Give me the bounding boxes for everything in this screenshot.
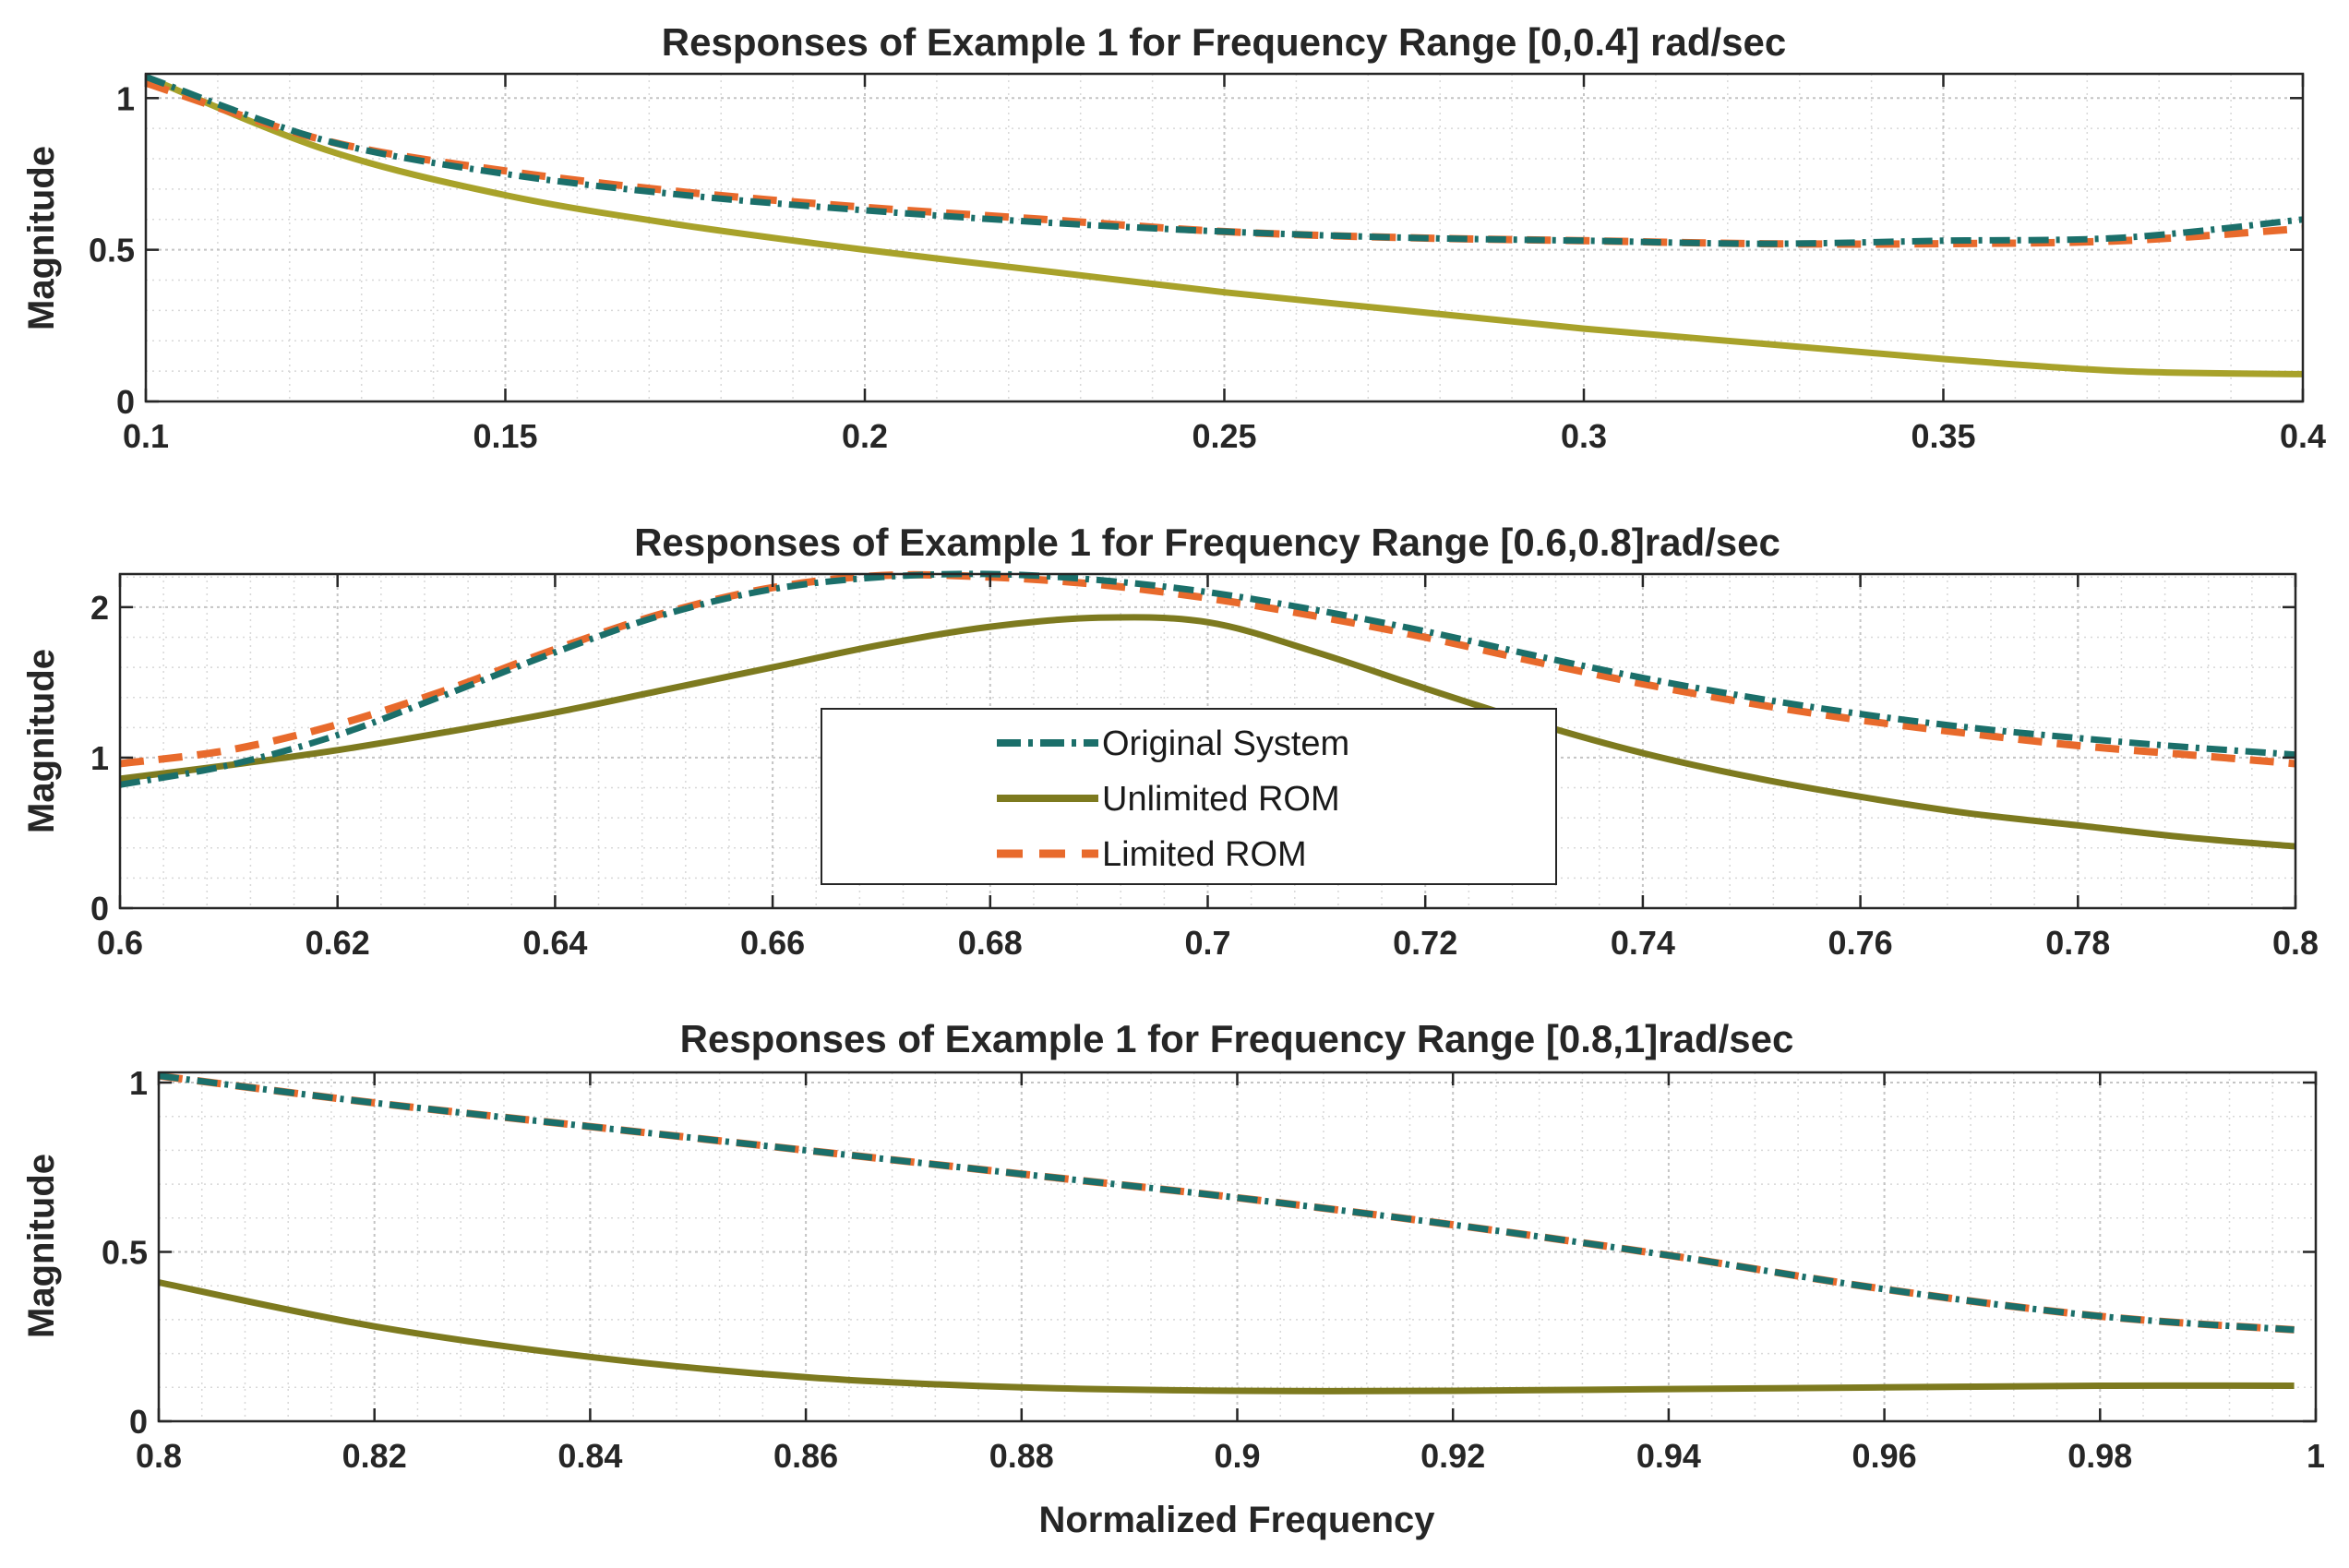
series-line-original-system bbox=[119, 570, 2296, 788]
x-tick-label: 0.92 bbox=[1420, 1437, 1485, 1475]
y-tick-label: 0 bbox=[116, 383, 135, 421]
y-tick-label: 0.5 bbox=[89, 232, 135, 269]
panel-3-grid bbox=[158, 1072, 2317, 1422]
x-tick-label: 0.96 bbox=[1852, 1437, 1917, 1475]
x-tick-label: 0.25 bbox=[1192, 417, 1256, 455]
panel-2-lines bbox=[119, 570, 2296, 850]
panel-3-title: Responses of Example 1 for Frequency Ran… bbox=[680, 1017, 1794, 1060]
legend-label-original-system: Original System bbox=[1102, 724, 1349, 763]
series-line-limited-rom bbox=[119, 570, 2296, 768]
panel-1-ylabel: Magnitude bbox=[21, 146, 62, 330]
x-tick-label: 0.76 bbox=[1828, 924, 1893, 962]
y-tick-label: 1 bbox=[90, 739, 109, 777]
legend-label-unlimited-rom: Unlimited ROM bbox=[1102, 780, 1340, 819]
x-tick-label: 0.35 bbox=[1911, 417, 1975, 455]
x-tick-label: 0.3 bbox=[1561, 417, 1607, 455]
series-line-unlimited-rom bbox=[119, 614, 2296, 850]
x-tick-label: 0.72 bbox=[1393, 924, 1457, 962]
x-tick-label: 0.94 bbox=[1636, 1437, 1701, 1475]
x-tick-label: 0.86 bbox=[773, 1437, 838, 1475]
series-line-original-system bbox=[158, 1072, 2295, 1334]
panel-3-lines bbox=[158, 1071, 2295, 1394]
panel-3-ticks: 0.8 0.82 0.84 0.86 0.88 0.9 0.92 0.94 0.96 0.98 1 0… bbox=[102, 1064, 2325, 1475]
x-tick-label: 0.82 bbox=[342, 1437, 407, 1475]
x-tick-label: 0.68 bbox=[958, 924, 1023, 962]
x-tick-label: 0.8 bbox=[136, 1437, 182, 1475]
y-tick-label: 1 bbox=[116, 79, 135, 117]
series-line-unlimited-rom bbox=[144, 74, 2304, 377]
x-tick-label: 0.62 bbox=[306, 924, 370, 962]
panel-1: 0.1 0.15 0.2 0.25 0.3 0.35 0.4 0 0.5 1 Responses … bbox=[21, 20, 2326, 455]
x-tick-label: 0.7 bbox=[1184, 924, 1230, 962]
legend: Original System Unlimited ROM Limited RO… bbox=[821, 708, 1557, 885]
panel-3: 0.8 0.82 0.84 0.86 0.88 0.9 0.92 0.94 0.96 0.98 1 0… bbox=[21, 1017, 2325, 1540]
y-tick-label: 1 bbox=[129, 1064, 148, 1102]
x-tick-label: 0.15 bbox=[473, 417, 537, 455]
panel-1-title: Responses of Example 1 for Frequency Ran… bbox=[662, 20, 1786, 64]
series-line-unlimited-rom bbox=[158, 1279, 2295, 1394]
x-tick-label: 0.88 bbox=[989, 1437, 1054, 1475]
legend-box bbox=[821, 708, 1557, 885]
series-line-original-system bbox=[144, 74, 2304, 247]
x-tick-label: 1 bbox=[2307, 1437, 2325, 1475]
panel-2-ylabel: Magnitude bbox=[21, 649, 62, 833]
panel-2-ticks: 0.6 0.62 0.64 0.66 0.68 0.7 0.72 0.74 0.76 0.78 0.… bbox=[90, 574, 2319, 962]
panel-2-title: Responses of Example 1 for Frequency Ran… bbox=[634, 521, 1780, 564]
panel-3-xlabel: Normalized Frequency bbox=[1038, 1500, 1435, 1540]
y-tick-label: 2 bbox=[90, 589, 109, 627]
panel-2: 0.6 0.62 0.64 0.66 0.68 0.7 0.72 0.74 0.76 0.78 0.… bbox=[21, 521, 2319, 962]
legend-label-limited-rom: Limited ROM bbox=[1102, 835, 1307, 874]
y-tick-label: 0.5 bbox=[102, 1234, 148, 1272]
x-tick-label: 0.6 bbox=[97, 924, 143, 962]
x-tick-label: 0.78 bbox=[2045, 924, 2110, 962]
x-tick-label: 0.8 bbox=[2272, 924, 2319, 962]
x-tick-label: 0.9 bbox=[1214, 1437, 1260, 1475]
x-tick-label: 0.2 bbox=[842, 417, 888, 455]
x-tick-label: 0.1 bbox=[123, 417, 169, 455]
x-tick-label: 0.64 bbox=[522, 924, 587, 962]
y-tick-label: 0 bbox=[90, 890, 109, 928]
panel-1-ticks: 0.1 0.15 0.2 0.25 0.3 0.35 0.4 0 0.5 1 bbox=[89, 74, 2326, 455]
x-tick-label: 0.66 bbox=[740, 924, 805, 962]
x-tick-label: 0.74 bbox=[1611, 924, 1675, 962]
y-tick-label: 0 bbox=[129, 1403, 148, 1441]
panel-1-lines bbox=[144, 74, 2304, 377]
x-tick-label: 0.4 bbox=[2280, 417, 2326, 455]
x-tick-label: 0.98 bbox=[2067, 1437, 2132, 1475]
panel-3-ylabel: Magnitude bbox=[21, 1154, 62, 1338]
x-tick-label: 0.84 bbox=[557, 1437, 622, 1475]
